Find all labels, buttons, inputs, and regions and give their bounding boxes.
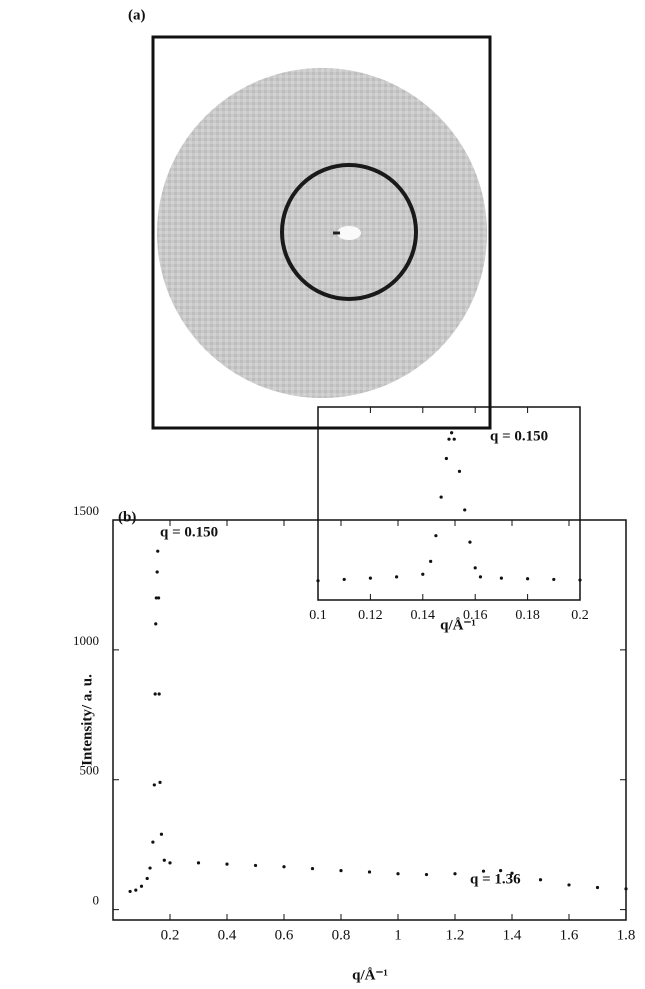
- data-point: [450, 431, 453, 434]
- data-point: [499, 869, 502, 872]
- data-point: [552, 578, 555, 581]
- y-tick-label: 0: [93, 893, 100, 908]
- x-tick-label: 0.1: [309, 608, 327, 623]
- data-point: [158, 781, 161, 784]
- x-tick-label: 0.6: [275, 927, 294, 943]
- data-point: [429, 560, 432, 563]
- x-tick-label: 0.2: [161, 927, 180, 943]
- data-point: [140, 885, 143, 888]
- x-tick-label: 1.8: [617, 927, 636, 943]
- data-point: [154, 622, 157, 625]
- data-point: [474, 566, 477, 569]
- data-point: [343, 578, 346, 581]
- panel-label: (a): [128, 7, 146, 23]
- data-point: [421, 573, 424, 576]
- panel-label: (b): [118, 509, 136, 525]
- x-tick-label: 0.2: [571, 608, 589, 623]
- data-point: [624, 887, 627, 890]
- x-tick-label: 0.4: [218, 927, 237, 943]
- data-point: [339, 869, 342, 872]
- data-point: [369, 577, 372, 580]
- data-point: [539, 878, 542, 881]
- data-point: [434, 534, 437, 537]
- data-point: [453, 872, 456, 875]
- data-point: [151, 840, 154, 843]
- data-point: [154, 692, 157, 695]
- data-point: [153, 783, 156, 786]
- detector-disk: [157, 68, 487, 398]
- data-point: [163, 859, 166, 862]
- data-point: [160, 833, 163, 836]
- data-point: [311, 867, 314, 870]
- data-point: [500, 577, 503, 580]
- x-tick-label: 0.14: [411, 608, 436, 623]
- y-tick-label: 500: [80, 763, 100, 778]
- data-point: [225, 863, 228, 866]
- x-tick-label: 0.18: [515, 608, 540, 623]
- data-point: [463, 508, 466, 511]
- y-tick-label: 1500: [73, 503, 99, 518]
- x-tick-label: 1: [394, 927, 402, 943]
- data-point: [146, 877, 149, 880]
- data-point: [425, 873, 428, 876]
- figure: (a) (b) Intensity/ a. u. q/Å⁻¹ q = 0.150…: [0, 0, 645, 989]
- data-point: [596, 886, 599, 889]
- data-point: [479, 575, 482, 578]
- data-point: [158, 692, 161, 695]
- data-point: [129, 890, 132, 893]
- x-tick-label: 1.6: [560, 927, 579, 943]
- data-point: [458, 470, 461, 473]
- data-point: [510, 872, 513, 875]
- x-axis-label: q/Å⁻¹: [352, 967, 388, 983]
- data-point: [282, 865, 285, 868]
- data-point: [168, 861, 171, 864]
- data-point: [447, 438, 450, 441]
- data-point: [440, 495, 443, 498]
- beam-stop: [337, 226, 361, 240]
- x-tick-label: 1.4: [503, 927, 522, 943]
- data-point: [156, 550, 159, 553]
- data-point: [316, 579, 319, 582]
- data-point: [567, 883, 570, 886]
- data-point: [254, 864, 257, 867]
- data-point: [134, 889, 137, 892]
- data-point: [482, 870, 485, 873]
- y-axis-label: Intensity/ a. u.: [79, 674, 95, 766]
- data-point: [445, 457, 448, 460]
- y-tick-label: 1000: [73, 633, 99, 648]
- x-tick-label: 0.8: [332, 927, 351, 943]
- annotation: q = 0.150: [160, 524, 218, 540]
- plot-frame: [113, 520, 626, 920]
- inset-annotation: q = 0.150: [490, 428, 548, 444]
- data-point: [453, 438, 456, 441]
- data-point: [156, 570, 159, 573]
- data-point: [148, 866, 151, 869]
- data-point: [468, 541, 471, 544]
- data-point: [578, 578, 581, 581]
- x-tick-label: 1.2: [446, 927, 465, 943]
- data-point: [396, 872, 399, 875]
- data-point: [197, 861, 200, 864]
- data-point: [157, 596, 160, 599]
- x-tick-label: 0.12: [358, 608, 383, 623]
- x-tick-label: 0.16: [463, 608, 488, 623]
- data-point: [368, 870, 371, 873]
- data-point: [395, 575, 398, 578]
- data-point: [526, 577, 529, 580]
